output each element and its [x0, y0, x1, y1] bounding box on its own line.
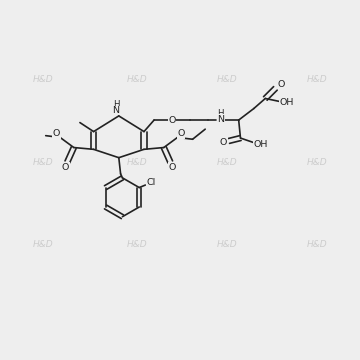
Text: H&D: H&D: [33, 75, 54, 84]
Text: H&D: H&D: [306, 240, 327, 249]
Text: H: H: [217, 109, 224, 118]
Text: H&D: H&D: [126, 75, 147, 84]
Text: N: N: [112, 106, 120, 115]
Text: H&D: H&D: [126, 240, 147, 249]
Text: H&D: H&D: [33, 158, 54, 166]
Text: OH: OH: [254, 140, 268, 149]
Text: O: O: [220, 138, 227, 147]
Text: H&D: H&D: [216, 240, 237, 249]
Text: H: H: [113, 100, 119, 109]
Text: H&D: H&D: [126, 158, 147, 166]
Text: H&D: H&D: [216, 158, 237, 166]
Text: H&D: H&D: [306, 75, 327, 84]
Text: OH: OH: [280, 98, 294, 107]
Text: H&D: H&D: [33, 240, 54, 249]
Text: O: O: [177, 129, 185, 138]
Text: O: O: [62, 163, 69, 172]
Text: O: O: [168, 163, 176, 172]
Text: O: O: [168, 116, 176, 125]
Text: H&D: H&D: [306, 158, 327, 166]
Text: O: O: [53, 129, 60, 138]
Text: Cl: Cl: [147, 179, 156, 188]
Text: H&D: H&D: [216, 75, 237, 84]
Text: N: N: [217, 115, 224, 124]
Text: O: O: [277, 80, 284, 89]
